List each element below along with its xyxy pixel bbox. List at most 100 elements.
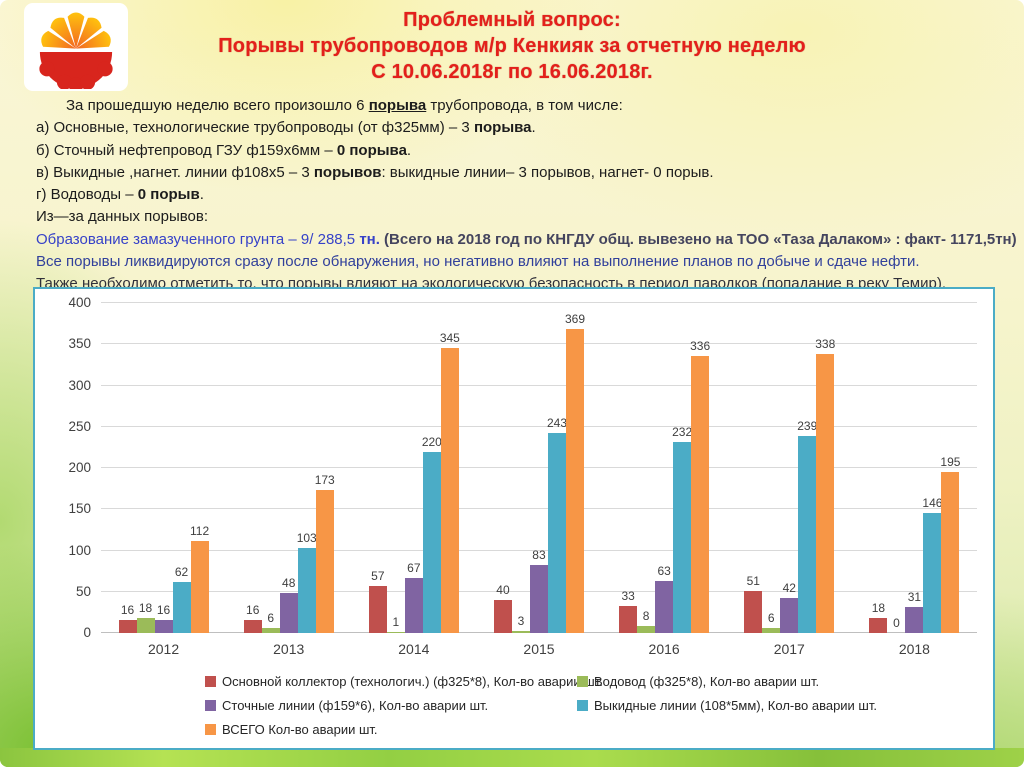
bar-value-label: 6	[767, 611, 775, 626]
bar-value-label: 195	[940, 455, 961, 470]
bar: 16	[154, 603, 173, 633]
slide-title: Проблемный вопрос: Порывы трубопроводов …	[0, 7, 1024, 85]
body-segment: 0 порыв	[137, 186, 200, 204]
bar: 243	[547, 416, 567, 633]
bar-value-label: 112	[189, 523, 210, 538]
bar: 51	[744, 574, 763, 633]
bar: 16	[243, 603, 262, 633]
bar-group: 16 6 48 103 173	[226, 303, 351, 633]
bar-value-label: 232	[672, 424, 693, 439]
body-segment: 0 порыва	[336, 141, 407, 159]
bar: 3	[511, 614, 530, 633]
bar-value-label: 16	[156, 602, 171, 617]
gridline	[101, 467, 977, 468]
body-segment: .	[406, 141, 412, 159]
body-line: г) Водоводы – 0 порыв.	[36, 184, 1008, 206]
y-tick-label: 100	[68, 542, 91, 558]
bar-value-label: 146	[922, 495, 943, 510]
legend-item: Основной коллектор (технологич.) (ф325*8…	[205, 674, 603, 689]
bar-value-label: 1	[392, 615, 400, 630]
bar: 345	[440, 331, 460, 633]
gridline	[101, 384, 977, 386]
bar: 220	[422, 435, 442, 633]
body-segment: порывов	[313, 163, 382, 181]
legend-label: Сточные линии (ф159*6), Кол-во аварии шт…	[222, 698, 489, 713]
bar-value-label: 16	[120, 602, 135, 617]
bar: 33	[619, 589, 638, 633]
y-tick-label: 0	[83, 625, 91, 640]
y-tick-label: 350	[68, 336, 91, 352]
title-line-3: С 10.06.2018г по 16.06.2018г.	[371, 61, 653, 83]
legend-label: Водовод (ф325*8), Кол-во аварии шт.	[594, 674, 820, 689]
bar-value-label: 220	[421, 434, 442, 449]
bar-value-label: 369	[564, 311, 585, 326]
x-tick-label: 2016	[648, 641, 680, 657]
bar: 112	[190, 524, 209, 633]
bar: 336	[690, 339, 710, 633]
body-text: За прошедшую неделю всего произошло 6 по…	[36, 95, 1017, 296]
body-line: в) Выкидные ,нагнет. линии ф108х5 – 3 по…	[36, 162, 1008, 184]
bar-value-label: 3	[517, 613, 525, 628]
bar: 103	[297, 531, 317, 633]
bar-value-label: 6	[267, 611, 275, 626]
plot-area: 16 18 16 62 112 16 6 48 103 173 57 1 67 220 345 40 3 83 24…	[101, 302, 977, 633]
y-tick-label: 200	[68, 460, 91, 475]
body-line: Все порывы ликвидируются сразу после обн…	[36, 251, 1008, 273]
bar-group: 57 1 67 220 345	[351, 303, 476, 633]
bar-value-label: 40	[496, 583, 510, 597]
gridline	[101, 508, 977, 510]
legend-item: Выкидные линии (108*5мм), Кол-во аварии …	[577, 698, 973, 713]
bar-value-label: 48	[282, 576, 296, 591]
body-segment: : выкидные линии– 3 порывов, нагнет- 0 п…	[381, 163, 714, 181]
bar-group: 40 3 83 243 369	[476, 303, 601, 633]
bar-value-label: 63	[657, 564, 671, 579]
bar: 40	[493, 583, 512, 633]
body-line: За прошедшую неделю всего произошло 6 по…	[36, 95, 1008, 117]
bar: 18	[869, 601, 888, 633]
bar-value-label: 51	[746, 573, 760, 588]
cnpc-flower-icon	[39, 12, 113, 89]
bar: 239	[797, 419, 817, 633]
bar-group: 33 8 63 232 336	[602, 303, 727, 633]
body-segment: .	[199, 186, 204, 204]
chart-legend: Основной коллектор (технологич.) (ф325*8…	[205, 674, 973, 737]
bar-value-label: 173	[314, 473, 335, 488]
x-tick-label: 2013	[273, 641, 305, 657]
body-segment: а) Основные, технологические трубопровод…	[36, 119, 474, 137]
legend-label: Основной коллектор (технологич.) (ф325*8…	[222, 674, 603, 689]
bar: 31	[905, 590, 924, 633]
x-tick-label: 2017	[773, 641, 805, 657]
bar-value-label: 18	[871, 601, 886, 616]
bar: 6	[261, 611, 280, 633]
bar-value-label: 33	[621, 588, 635, 603]
body-segment: (Всего на 2018 год по КНГДУ общ. вывезен…	[379, 230, 1017, 248]
bar-value-label: 239	[797, 418, 818, 433]
body-segment: порыва	[368, 97, 427, 114]
legend-item: ВСЕГО Кол-во аварии шт.	[205, 722, 577, 737]
bar-value-label: 16	[246, 602, 260, 617]
bar: 67	[404, 561, 423, 633]
bar-value-label: 62	[174, 564, 189, 579]
body-segment: Все порывы ликвидируются сразу после обн…	[36, 253, 920, 271]
body-line: б) Сточный нефтепровод ГЗУ ф159х6мм – 0 …	[36, 140, 1008, 162]
gridline	[101, 549, 977, 551]
bar-value-label: 0	[893, 616, 900, 630]
legend-swatch-icon	[205, 724, 216, 735]
bar: 48	[279, 576, 298, 633]
body-segment: тн.	[359, 230, 380, 248]
bar-group: 18 0 31 146 195	[852, 303, 977, 633]
bar: 18	[136, 601, 155, 633]
bar: 369	[565, 312, 585, 633]
legend-item: Водовод (ф325*8), Кол-во аварии шт.	[577, 674, 973, 689]
legend-label: ВСЕГО Кол-во аварии шт.	[222, 722, 378, 737]
legend-item: Сточные линии (ф159*6), Кол-во аварии шт…	[205, 698, 577, 713]
bar: 57	[368, 569, 387, 633]
title-line-1: Проблемный вопрос:	[403, 9, 621, 31]
title-line-2: Порывы трубопроводов м/р Кенкияк за отче…	[218, 35, 806, 57]
bar-group: 16 18 16 62 112	[101, 303, 226, 633]
bar-value-label: 83	[532, 547, 546, 562]
body-segment: трубопровода, в том числе:	[426, 97, 623, 114]
bar-value-label: 42	[782, 581, 796, 596]
body-segment: порыва	[473, 119, 532, 137]
